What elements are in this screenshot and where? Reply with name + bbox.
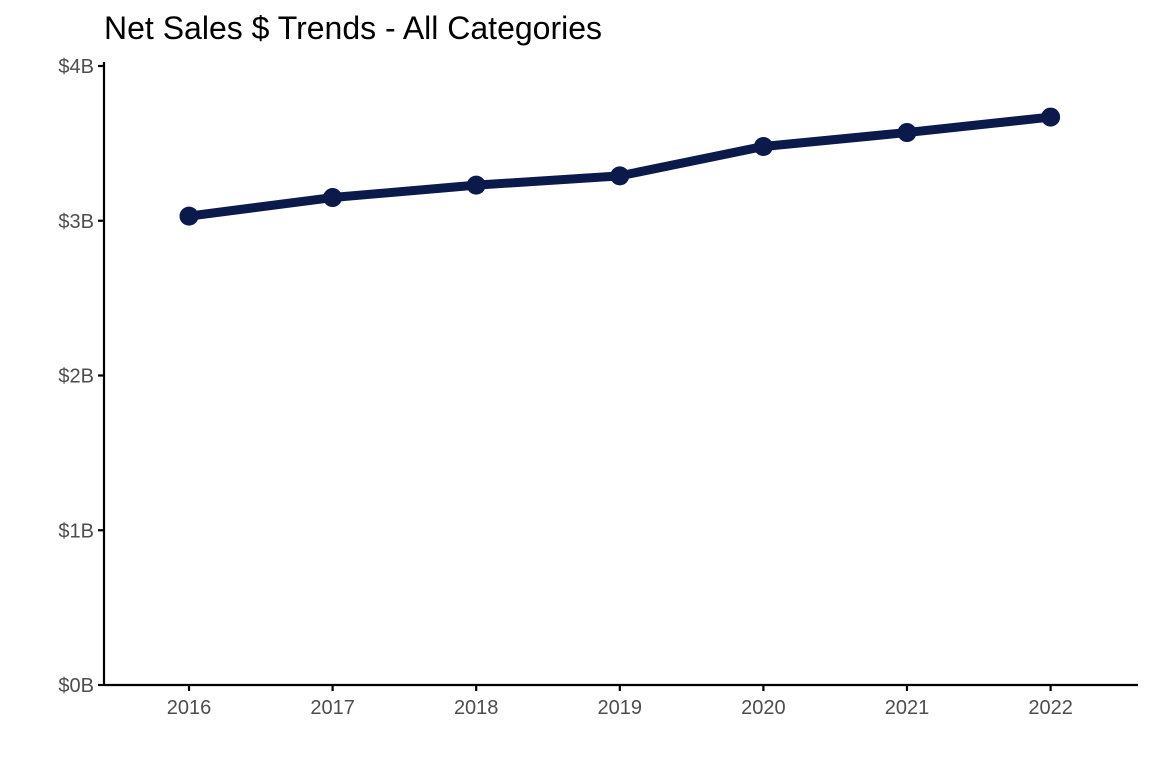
y-tick-label: $0B [58, 675, 94, 697]
y-tick-label: $2B [58, 366, 94, 388]
y-tick-label: $1B [58, 520, 94, 542]
data-point [610, 166, 630, 186]
axes: $0B $1B $2B $3B $4B 2016 2017 2018 2019 2020 2021 2… [58, 56, 1138, 719]
x-tick-label: 2019 [598, 697, 643, 719]
x-tick-label: 2017 [310, 697, 355, 719]
series-layer [179, 107, 1061, 226]
x-tick-label: 2022 [1028, 697, 1073, 719]
x-tick-label: 2018 [454, 697, 499, 719]
data-point [897, 123, 917, 143]
y-tick-label: $4B [58, 56, 94, 78]
data-point [466, 175, 486, 195]
x-tick-label: 2021 [885, 697, 930, 719]
data-point [753, 136, 773, 156]
y-tick-label: $3B [58, 211, 94, 233]
data-point [323, 188, 343, 208]
x-tick-label: 2016 [167, 697, 212, 719]
data-point [1041, 107, 1061, 127]
chart-title: Net Sales $ Trends - All Categories [104, 10, 602, 46]
data-point [179, 206, 199, 226]
x-tick-label: 2020 [741, 697, 786, 719]
